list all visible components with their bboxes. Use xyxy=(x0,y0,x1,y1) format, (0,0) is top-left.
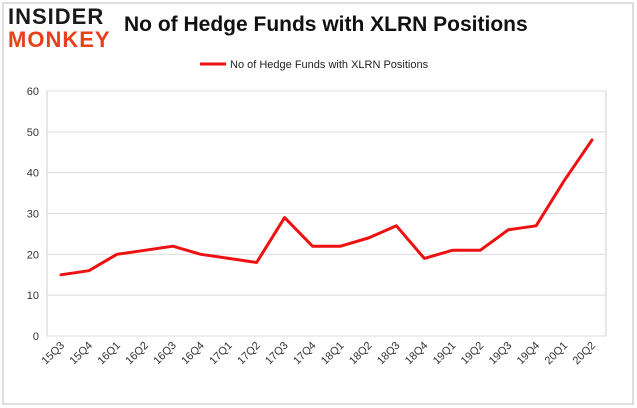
y-tick-label: 50 xyxy=(27,127,39,139)
y-tick-label: 0 xyxy=(33,331,39,343)
x-tick-label: 17Q2 xyxy=(235,340,263,368)
y-tick-label: 10 xyxy=(27,290,39,302)
chart-title: No of Hedge Funds with XLRN Positions xyxy=(124,13,528,36)
logo-line-1: INSIDER xyxy=(8,4,105,29)
x-tick-label: 18Q3 xyxy=(375,340,403,368)
y-tick-label: 40 xyxy=(27,168,39,180)
x-tick-label: 15Q4 xyxy=(68,340,96,368)
legend-label: No of Hedge Funds with XLRN Positions xyxy=(230,59,429,71)
x-tick-label: 15Q3 xyxy=(40,340,68,368)
x-tick-label: 16Q3 xyxy=(151,340,179,368)
x-tick-label: 18Q4 xyxy=(403,340,431,368)
x-tick-label: 16Q1 xyxy=(95,340,123,368)
series-line xyxy=(59,138,594,277)
x-tick-label: 16Q4 xyxy=(179,340,207,368)
x-tick-label: 18Q1 xyxy=(319,340,347,368)
x-tick-label: 19Q1 xyxy=(431,340,459,368)
x-tick-label: 18Q2 xyxy=(347,340,375,368)
chart-border xyxy=(2,2,634,405)
insider-monkey-logo: INSIDER MONKEY xyxy=(8,6,118,54)
x-tick-label: 20Q2 xyxy=(571,340,599,368)
logo-line-2: MONKEY xyxy=(8,27,111,52)
y-tick-label: 30 xyxy=(27,209,39,221)
x-tick-label: 19Q4 xyxy=(515,340,543,368)
x-tick-label: 17Q4 xyxy=(291,340,319,368)
x-tick-label: 17Q3 xyxy=(263,340,291,368)
x-tick-label: 20Q1 xyxy=(543,340,571,368)
x-tick-label: 19Q2 xyxy=(459,340,487,368)
x-tick-label: 17Q1 xyxy=(207,340,235,368)
y-tick-label: 20 xyxy=(27,249,39,261)
x-tick-label: 19Q3 xyxy=(487,340,515,368)
x-tick-label: 16Q2 xyxy=(123,340,151,368)
y-tick-label: 60 xyxy=(27,86,39,98)
